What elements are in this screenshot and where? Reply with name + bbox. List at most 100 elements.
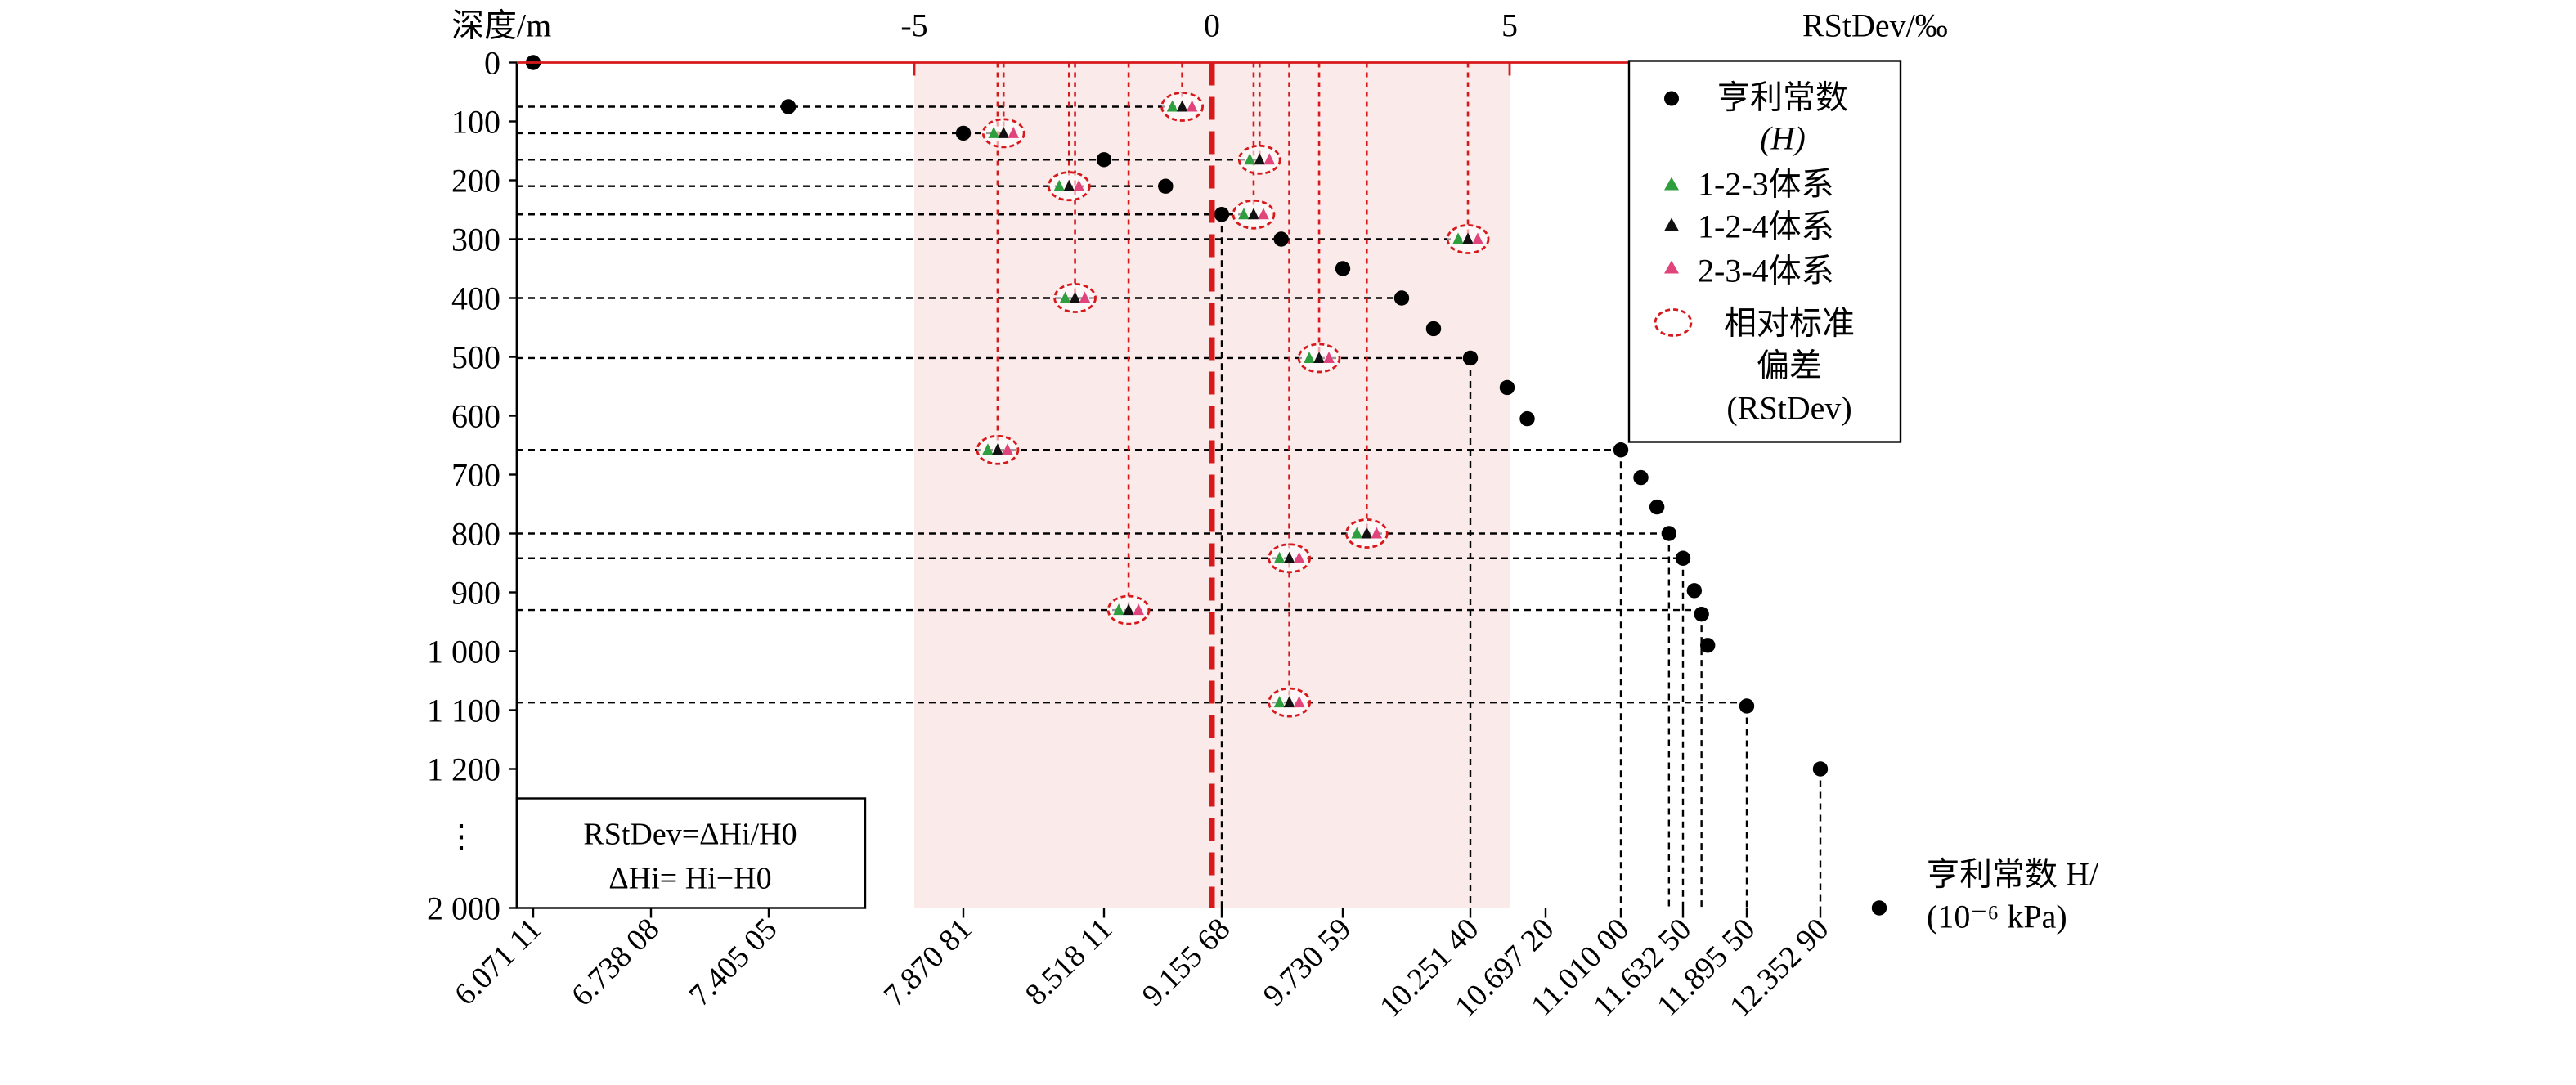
legend-sys123-label: 1-2-3体系 [1698,166,1834,203]
depth-tick-label: 1 200 [427,751,500,788]
sys124-triangle [1123,603,1134,616]
rstdev-tick-label: -5 [900,7,927,44]
sys234-triangle [1008,126,1019,138]
henry-point [1393,290,1410,306]
henry-point [1425,321,1442,337]
henry-point [1273,231,1289,247]
sys124-triangle [1063,179,1075,191]
sys123-triangle [1238,208,1250,220]
legend-rstdev-label-line3: (RStDev) [1726,390,1851,427]
legend-sys124-label: 1-2-4体系 [1698,208,1834,245]
henry-point [1335,261,1351,276]
sys234-triangle [1133,603,1144,616]
sys124-triangle [1069,291,1081,303]
sys124-triangle [998,126,1009,138]
henry-point [1812,761,1829,777]
henry-ticks: 6.071 11 6.738 08 7.405 05 7.870 81 8.518 11… [448,908,1835,1024]
henry-point [1613,442,1629,458]
legend-sys124-marker [1664,217,1679,231]
henry-point [1649,499,1665,515]
rstdev-tick-label: 0 [1204,7,1220,44]
sys123-triangle [1273,551,1286,563]
henry-point [1096,152,1112,168]
henry-point [1661,526,1677,541]
henry-axis-label-line2: (10⁻⁶ kPa) [1927,899,2067,935]
henry-axis-label-line1: 亨利常数 H/ [1927,856,2099,893]
henry-point [1462,350,1479,366]
sys123-triangle [1059,291,1071,303]
legend-sys123-marker [1664,177,1679,191]
sys124-triangle [1176,100,1188,112]
sys234-triangle [1323,351,1335,363]
legend-rstdev-marker [1654,308,1693,337]
depth-tick-label: 200 [451,163,500,200]
henry-tick-label: 7.405 05 [683,912,784,1013]
henry-tick-label: 7.870 81 [877,912,979,1013]
sys123-triangle [1166,100,1178,112]
henry-point [1694,606,1709,622]
henry-point [1633,469,1649,486]
henry-points [525,55,1887,916]
formula-line2: ΔHi= Hi−H0 [608,862,771,896]
sys124-triangle [1283,696,1295,708]
sys124-triangle [992,443,1003,455]
rstdev-axis-label: RStDev/‰ [1802,7,1948,44]
henry-point [1158,178,1174,194]
legend-henry-label: 亨利常数 [1717,79,1848,116]
sys124-triangle [1248,208,1259,220]
sys124-triangle [1313,351,1325,363]
guide-lines [517,62,1822,908]
depth-tick-label: 600 [451,398,500,435]
sys124-triangle [1361,527,1373,539]
sys234-triangle [1079,291,1091,303]
henry-point [780,99,797,114]
depth-tick-label: 300 [451,222,500,258]
sys234-triangle [1371,527,1383,539]
formula-box: RStDev=ΔHi/H0 ΔHi= Hi−H0 [515,797,867,909]
sys234-triangle [1186,100,1198,112]
depth-axis-label: 深度/m [451,7,551,44]
henry-point [1871,900,1887,916]
henry-point [1686,583,1703,599]
henry-tick-label: 9.730 59 [1257,912,1358,1013]
sys234-triangle [1293,551,1305,563]
sys123-triangle [1244,153,1256,165]
sys234-triangle [1002,443,1013,455]
henry-point [1214,207,1230,222]
sys124-triangle [1462,232,1474,244]
depth-tick-label: 800 [451,516,500,553]
sys123-triangle [1053,179,1066,191]
depth-tick-label: 700 [451,457,500,494]
legend: 亨利常数 (H) 1-2-3体系 1-2-4体系 2-3-4体系 相对标准 偏差… [1627,60,1902,443]
sys234-triangle [1258,208,1269,220]
sys123-triangle [988,126,999,138]
depth-tick-label: 500 [451,339,500,376]
henry-point [1519,410,1535,427]
legend-sys234-marker [1664,260,1679,274]
sys234-triangle [1263,153,1276,165]
sys234-triangle [1472,232,1483,244]
henry-tick-label: 6.071 11 [448,912,549,1012]
legend-henry-symbol: (H) [1760,120,1806,157]
rstdev-markers [976,92,1490,718]
sys124-triangle [1283,551,1295,563]
formula-line1: RStDev=ΔHi/H0 [583,818,797,852]
henry-point [1739,698,1755,714]
depth-tick-label: 400 [451,280,500,317]
sys124-triangle [1254,153,1266,165]
henry-point [955,125,972,141]
depth-tick-label: 100 [451,104,500,141]
sys234-triangle [1073,179,1085,191]
depth-tick-label: 900 [451,575,500,612]
henry-point [1675,550,1691,566]
henry-tick-label: 8.518 11 [1019,912,1120,1012]
depth-tick-label: 0 [484,45,500,82]
sys123-triangle [1452,232,1464,244]
legend-rstdev-label-line1: 相对标准 [1724,305,1855,342]
legend-henry-marker [1664,91,1679,106]
henry-point [1499,379,1515,396]
legend-rstdev-label-line2: 偏差 [1757,347,1822,384]
rstdev-ticks: -5 0 5 [900,7,1518,76]
